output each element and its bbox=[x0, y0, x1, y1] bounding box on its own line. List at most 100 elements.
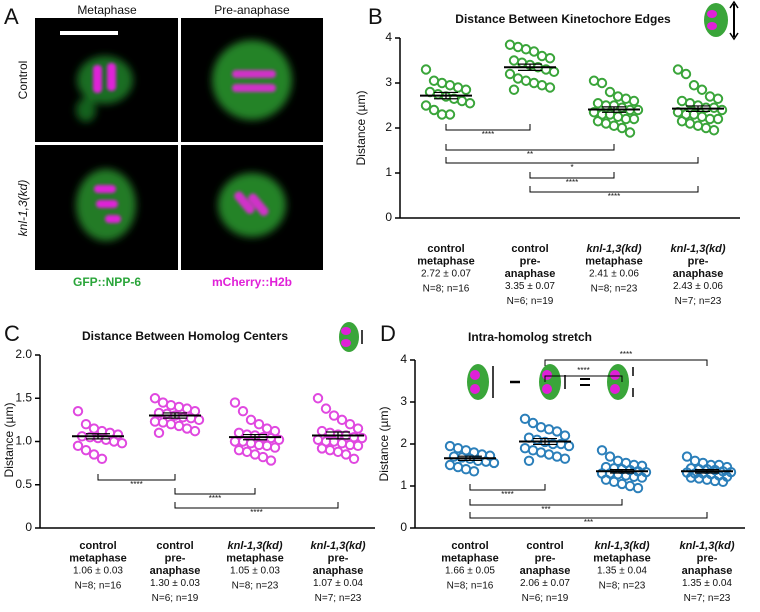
data-point bbox=[320, 403, 332, 414]
data-point bbox=[712, 93, 724, 104]
significance-bracket bbox=[445, 124, 531, 131]
category-label: anaphase bbox=[520, 565, 571, 577]
data-point bbox=[559, 430, 571, 441]
y-tick-label: 0 bbox=[385, 210, 392, 224]
data-point bbox=[717, 476, 729, 487]
error-bar bbox=[533, 437, 557, 446]
panel-letter: D bbox=[380, 321, 396, 346]
category-label: metaphase bbox=[593, 552, 650, 564]
n-label: N=8; n=23 bbox=[591, 284, 638, 295]
y-axis-label: Distance (µm) bbox=[354, 91, 368, 166]
error-bar bbox=[458, 455, 482, 461]
category-label: metaphase bbox=[441, 552, 498, 564]
category-label: anaphase bbox=[682, 565, 733, 577]
category-label: pre- bbox=[165, 552, 186, 564]
data-point bbox=[604, 451, 616, 462]
y-tick-label: 4 bbox=[385, 30, 392, 44]
data-point bbox=[356, 432, 368, 444]
category-label: control bbox=[79, 540, 116, 552]
data-point bbox=[189, 425, 201, 437]
column-label: Metaphase bbox=[77, 3, 137, 17]
data-point bbox=[712, 113, 724, 125]
error-bar bbox=[326, 431, 350, 440]
significance-bracket bbox=[97, 474, 176, 481]
significance-label: **** bbox=[620, 350, 632, 359]
data-point bbox=[253, 419, 265, 430]
error-bar bbox=[695, 469, 719, 474]
category-label: pre- bbox=[520, 255, 541, 267]
data-point bbox=[527, 417, 539, 429]
data-point bbox=[245, 414, 257, 426]
data-point bbox=[628, 95, 640, 107]
data-point bbox=[444, 109, 456, 120]
data-point bbox=[324, 444, 336, 456]
data-point bbox=[624, 127, 636, 138]
data-point bbox=[488, 457, 500, 469]
data-point bbox=[460, 84, 472, 95]
data-point bbox=[563, 440, 575, 452]
data-point bbox=[616, 122, 628, 134]
n-label: N=8; n=23 bbox=[232, 581, 279, 592]
y-tick-label: 3 bbox=[385, 75, 392, 89]
data-point bbox=[116, 438, 128, 449]
y-tick-label: 0 bbox=[25, 520, 32, 534]
data-point bbox=[596, 77, 608, 89]
category-label: metaphase bbox=[417, 255, 474, 267]
error-bar bbox=[86, 433, 110, 440]
category-label: knl-1,3(kd) bbox=[310, 540, 365, 552]
significance-label: **** bbox=[577, 366, 589, 375]
category-label: anaphase bbox=[673, 268, 724, 280]
mean-label: 1.06 ± 0.03 bbox=[73, 566, 123, 577]
category-label: knl-1,3(kd) bbox=[227, 540, 282, 552]
category-label: pre- bbox=[697, 552, 718, 564]
data-point bbox=[312, 434, 324, 445]
n-label: N=8; n=16 bbox=[75, 581, 122, 592]
significance-bracket bbox=[469, 499, 623, 506]
category-label: knl-1,3(kd) bbox=[594, 540, 649, 552]
significance-bracket bbox=[544, 375, 623, 382]
data-point bbox=[72, 440, 84, 452]
error-bar bbox=[518, 63, 542, 71]
data-point bbox=[559, 453, 571, 464]
data-point bbox=[88, 449, 100, 460]
error-bar bbox=[434, 91, 458, 100]
micrographs bbox=[35, 18, 323, 270]
mean-label: 1.05 ± 0.03 bbox=[230, 566, 280, 577]
category-label: pre- bbox=[688, 255, 709, 267]
significance-label: **** bbox=[482, 130, 494, 139]
y-tick-label: 1.0 bbox=[15, 434, 32, 448]
significance-bracket bbox=[544, 359, 708, 366]
mean-label: 2.06 ± 0.07 bbox=[520, 578, 570, 589]
significance-label: **** bbox=[130, 480, 142, 489]
data-point bbox=[173, 401, 185, 413]
data-point bbox=[336, 414, 348, 426]
data-point bbox=[672, 64, 684, 75]
error-bar bbox=[243, 433, 267, 441]
data-point bbox=[604, 86, 616, 98]
mean-label: 1.35 ± 0.04 bbox=[597, 566, 647, 577]
data-point bbox=[273, 434, 285, 445]
significance-label: * bbox=[570, 163, 573, 172]
column-label: Pre-anaphase bbox=[214, 3, 290, 17]
category-label: metaphase bbox=[585, 255, 642, 267]
data-point bbox=[544, 82, 556, 93]
y-tick-label: 2 bbox=[400, 436, 407, 450]
data-point bbox=[680, 68, 692, 80]
y-tick-label: 1.5 bbox=[15, 390, 32, 404]
category-label: control bbox=[156, 540, 193, 552]
data-point bbox=[233, 444, 245, 456]
significance-bracket bbox=[445, 144, 615, 151]
significance-label: *** bbox=[541, 505, 550, 514]
y-tick-label: 2 bbox=[385, 120, 392, 134]
significance-label: **** bbox=[501, 490, 513, 499]
y-tick-label: 1 bbox=[385, 165, 392, 179]
schematic-icon bbox=[339, 322, 363, 352]
data-point bbox=[265, 455, 277, 466]
data-point bbox=[312, 393, 324, 404]
data-point bbox=[344, 419, 356, 430]
chart-title: Distance Between Kinetochore Edges bbox=[455, 12, 671, 26]
error-bar bbox=[610, 469, 634, 474]
y-tick-label: 3 bbox=[400, 394, 407, 408]
data-point bbox=[464, 98, 476, 109]
y-tick-label: 0.5 bbox=[15, 477, 32, 491]
